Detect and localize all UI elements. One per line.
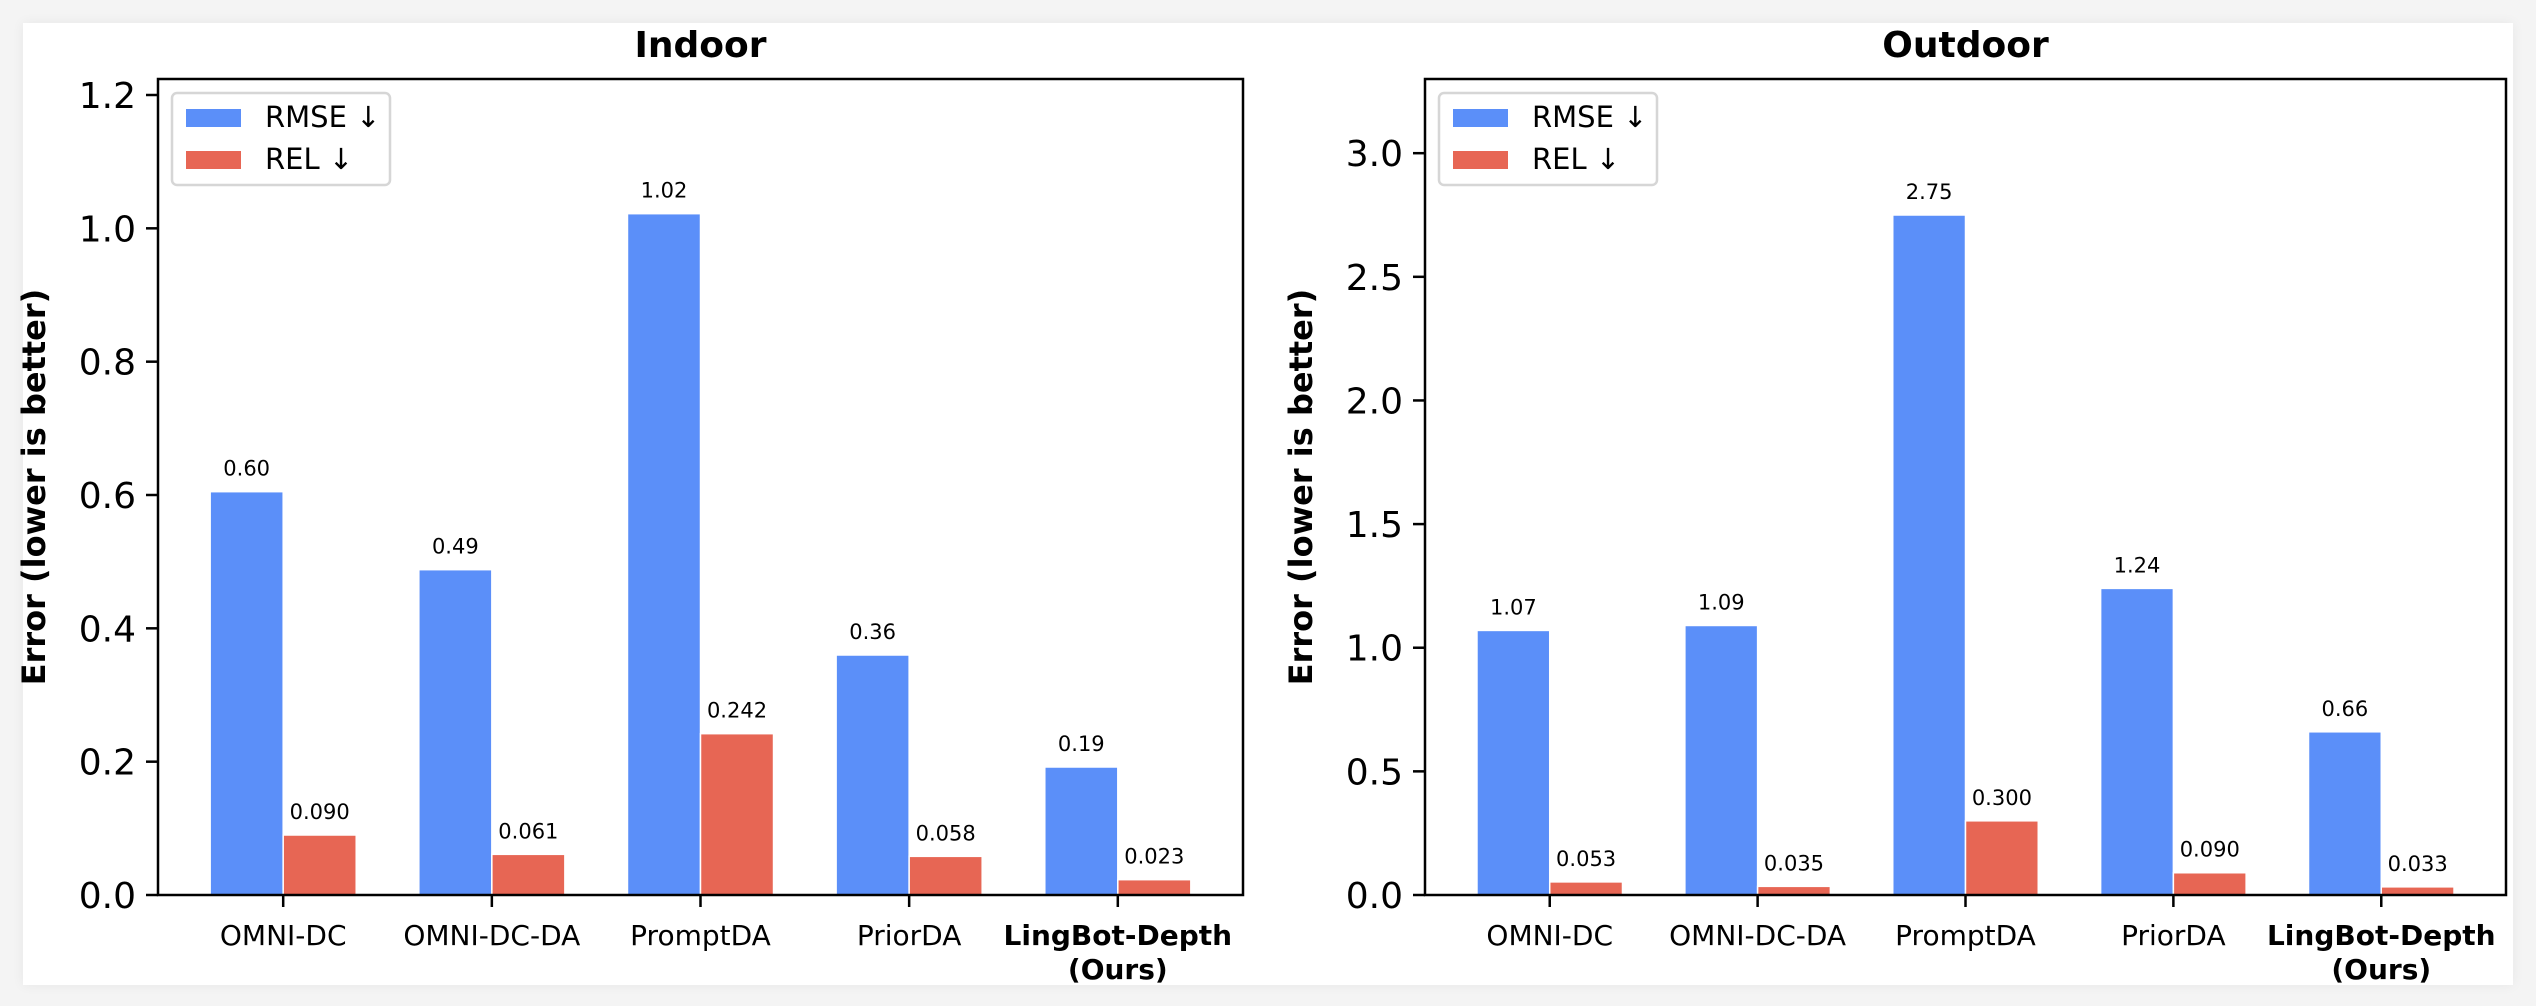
legend-swatch-rmse bbox=[1453, 109, 1508, 127]
legend-label-rmse: RMSE ↓ bbox=[1532, 100, 1647, 134]
x-tick-label-line: (Ours) bbox=[2331, 953, 2431, 986]
bar-rel-1 bbox=[491, 853, 566, 896]
x-tick-label-3: PriorDA bbox=[857, 919, 962, 952]
legend-label-rel: REL ↓ bbox=[1532, 142, 1620, 176]
x-tick-label-0: OMNI-DC bbox=[1486, 919, 1613, 952]
panel-outdoor: 1.07 1.09 2.75 1.24 0.66 0.053 0.035 0.300 0.090… bbox=[1282, 25, 2508, 986]
bar-rmse-4 bbox=[1044, 766, 1119, 896]
data-label-rel-0: 0.090 bbox=[290, 800, 350, 824]
y-tick-label: 1.0 bbox=[79, 209, 136, 250]
legend: RMSE ↓ REL ↓ bbox=[1437, 91, 1659, 187]
data-label-rmse-3: 1.24 bbox=[2114, 553, 2161, 577]
x-tick-label-line: PriorDA bbox=[2121, 919, 2226, 952]
bar-rmse-2 bbox=[626, 212, 702, 896]
data-label-rmse-0: 1.07 bbox=[1490, 595, 1537, 619]
legend-label-rel: REL ↓ bbox=[265, 142, 353, 176]
data-label-rel-4: 0.023 bbox=[1124, 845, 1184, 869]
y-tick-label: 3.0 bbox=[1346, 134, 1403, 175]
chart-title: Outdoor bbox=[1882, 25, 2049, 66]
bar-rmse-4 bbox=[2307, 731, 2383, 896]
x-tick-label-line: PromptDA bbox=[1895, 919, 2036, 952]
x-tick-label-line: OMNI-DC bbox=[220, 919, 347, 952]
bar-rel-2 bbox=[699, 732, 775, 896]
data-label-rmse-2: 1.02 bbox=[641, 179, 688, 203]
legend-swatch-rel bbox=[186, 151, 241, 169]
legend-swatch-rel bbox=[1453, 151, 1508, 169]
data-label-rmse-4: 0.66 bbox=[2322, 697, 2369, 721]
data-label-rel-2: 0.300 bbox=[1972, 786, 2032, 810]
bar-rmse-1 bbox=[1684, 624, 1759, 896]
legend-swatch-rmse bbox=[186, 109, 241, 127]
x-tick-label-4: LingBot-Depth (Ours) bbox=[2267, 919, 2496, 986]
y-tick-label: 1.0 bbox=[1346, 629, 1403, 670]
x-tick-label-2: PromptDA bbox=[1895, 919, 2036, 952]
chart-title: Indoor bbox=[634, 25, 766, 66]
data-label-rel-1: 0.061 bbox=[498, 819, 558, 843]
y-tick-label: 0.2 bbox=[79, 743, 136, 784]
x-tick-label-line: PromptDA bbox=[630, 919, 771, 952]
y-tick-label: 2.0 bbox=[1346, 381, 1403, 422]
x-tick-label-line: PriorDA bbox=[857, 919, 962, 952]
bar-rmse-3 bbox=[835, 654, 910, 896]
data-label-rel-4: 0.033 bbox=[2388, 852, 2448, 876]
data-label-rmse-2: 2.75 bbox=[1906, 180, 1953, 204]
bar-rel-1 bbox=[1756, 885, 1832, 896]
x-tick-label-line: (Ours) bbox=[1068, 953, 1168, 986]
x-tick-label-1: OMNI-DC-DA bbox=[1669, 919, 1846, 952]
legend-label-rmse: RMSE ↓ bbox=[265, 100, 380, 134]
x-tick-label-line: LingBot-Depth bbox=[2267, 919, 2496, 952]
x-tick-label-line: OMNI-DC bbox=[1486, 919, 1613, 952]
x-tick-label-line: OMNI-DC-DA bbox=[403, 919, 580, 952]
bar-rel-2 bbox=[1964, 820, 2040, 896]
data-label-rmse-4: 0.19 bbox=[1058, 732, 1105, 756]
data-label-rmse-1: 1.09 bbox=[1698, 590, 1745, 614]
bar-rel-3 bbox=[2172, 871, 2247, 896]
panel-indoor: 0.60 0.49 1.02 0.36 0.19 0.090 0.061 0.242 0.058… bbox=[15, 25, 1245, 986]
data-label-rel-0: 0.053 bbox=[1556, 847, 1616, 871]
bar-rmse-0 bbox=[209, 490, 284, 896]
x-tick-label-line: LingBot-Depth bbox=[1004, 919, 1233, 952]
y-tick-label: 0.8 bbox=[79, 343, 136, 384]
x-tick-label-0: OMNI-DC bbox=[220, 919, 347, 952]
y-tick-label: 1.2 bbox=[79, 76, 136, 117]
bar-rmse-0 bbox=[1476, 629, 1551, 896]
bar-rel-0 bbox=[282, 834, 357, 896]
bar-rel-0 bbox=[1548, 881, 1624, 896]
y-tick-label: 0.0 bbox=[1346, 876, 1403, 917]
data-label-rel-3: 0.058 bbox=[916, 821, 976, 845]
bar-rmse-2 bbox=[1891, 214, 1967, 896]
bar-rmse-3 bbox=[2099, 587, 2175, 896]
x-tick-label-1: OMNI-DC-DA bbox=[403, 919, 580, 952]
y-axis-label: Error (lower is better) bbox=[15, 289, 53, 686]
x-tick-label-3: PriorDA bbox=[2121, 919, 2226, 952]
x-tick-label-4: LingBot-Depth (Ours) bbox=[1004, 919, 1233, 986]
data-label-rel-1: 0.035 bbox=[1764, 851, 1824, 875]
bar-rel-3 bbox=[908, 855, 983, 896]
y-tick-label: 2.5 bbox=[1346, 258, 1403, 299]
data-label-rel-2: 0.242 bbox=[707, 699, 767, 723]
y-tick-label: 0.5 bbox=[1346, 752, 1403, 793]
y-tick-label: 1.5 bbox=[1346, 505, 1403, 546]
data-label-rmse-0: 0.60 bbox=[223, 457, 270, 481]
y-axis-label: Error (lower is better) bbox=[1282, 289, 1320, 686]
data-label-rmse-1: 0.49 bbox=[432, 535, 479, 559]
x-tick-label-line: OMNI-DC-DA bbox=[1669, 919, 1846, 952]
y-tick-label: 0.4 bbox=[79, 609, 136, 650]
legend: RMSE ↓ REL ↓ bbox=[170, 91, 392, 187]
bar-rmse-1 bbox=[418, 568, 493, 896]
data-label-rel-3: 0.090 bbox=[2180, 838, 2240, 862]
y-tick-label: 0.0 bbox=[79, 876, 136, 917]
x-tick-label-2: PromptDA bbox=[630, 919, 771, 952]
data-label-rmse-3: 0.36 bbox=[849, 620, 896, 644]
y-tick-label: 0.6 bbox=[79, 476, 136, 517]
bar-rel-4 bbox=[1117, 878, 1192, 896]
